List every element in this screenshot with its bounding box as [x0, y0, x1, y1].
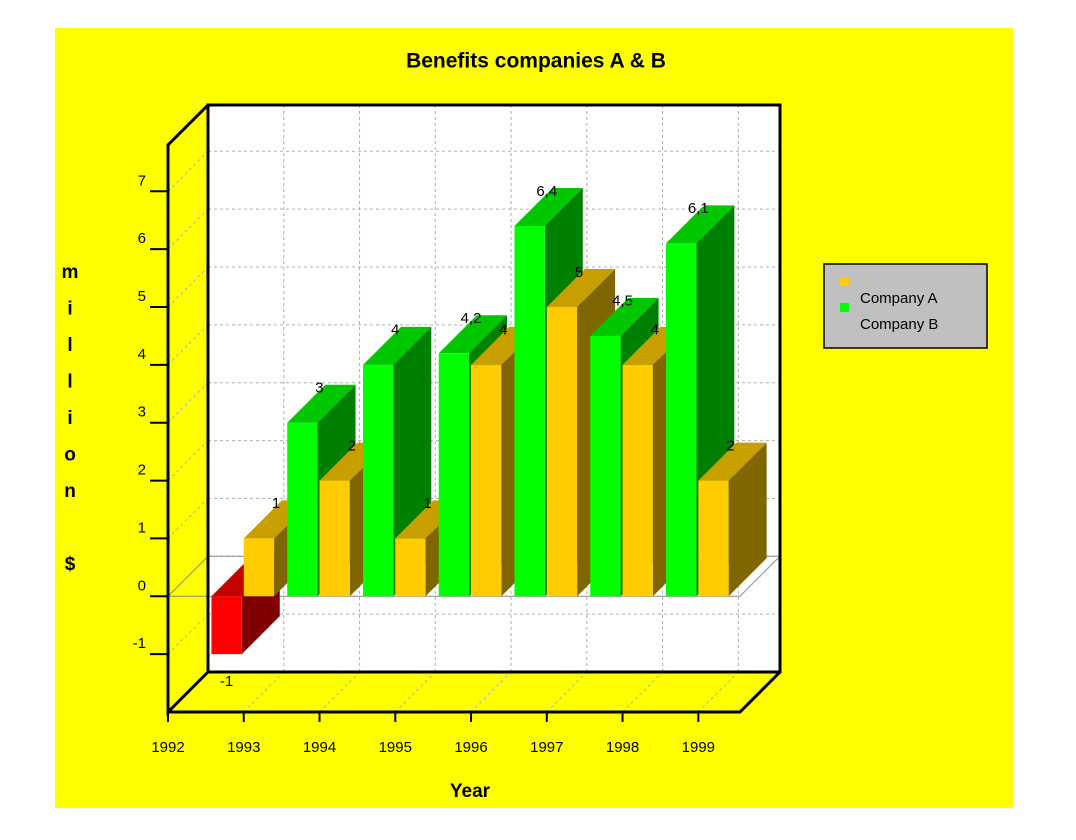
y-tick-label: 1: [138, 519, 146, 536]
y-tick-label: 0: [138, 577, 146, 594]
bar-front: [698, 480, 729, 597]
y-tick-label: 2: [138, 462, 146, 479]
bar-front: [287, 422, 318, 597]
bar-front: [590, 335, 621, 597]
x-tick-label: 1992: [151, 739, 184, 756]
bar-side: [728, 442, 767, 597]
floor-frame: [168, 670, 782, 714]
legend-box: [823, 263, 988, 349]
y-tick-label: 7: [138, 172, 146, 189]
bar-front: [514, 226, 545, 597]
legend-swatch: [840, 277, 849, 286]
x-tick-label: 1998: [606, 739, 639, 756]
bar-top: [546, 269, 616, 307]
data-label: 4: [391, 322, 399, 339]
data-label: 6,1: [688, 200, 709, 217]
data-label: 5: [575, 264, 583, 281]
bar-top: [698, 442, 767, 481]
y-tick-label: 5: [138, 288, 146, 305]
x-tick-label: 1995: [379, 739, 412, 756]
bar-front: [395, 538, 426, 597]
bar-top: [362, 326, 432, 365]
bar-front: [666, 243, 697, 597]
y-tick-label: -1: [133, 635, 146, 652]
x-tick-label: 1993: [227, 739, 260, 756]
bar-front: [438, 353, 470, 597]
legend-label: Company A: [860, 290, 938, 307]
back-frame: [206, 103, 782, 674]
y-tick-label: 3: [138, 404, 146, 421]
data-label: 2: [726, 437, 734, 454]
floor: [168, 672, 780, 712]
x-axis-title: Year: [450, 781, 491, 802]
bar-top: [438, 315, 508, 354]
left-frame: [166, 103, 210, 716]
x-tick-label: 1997: [530, 739, 563, 756]
data-label: 4,5: [612, 293, 633, 310]
data-label: 4,2: [461, 310, 482, 327]
bar-top: [514, 188, 583, 226]
data-label: 3: [315, 379, 323, 396]
bar-top: [287, 384, 356, 423]
bar-front: [243, 538, 275, 597]
bar: [698, 442, 767, 597]
bar-top: [590, 297, 659, 336]
legend-label: Company B: [860, 316, 938, 333]
bar-front: [211, 596, 242, 655]
bar-top: [666, 205, 735, 244]
y-tick-label: 4: [138, 346, 146, 363]
legend-swatch: [840, 303, 849, 312]
bar-front: [362, 364, 394, 597]
left-wall: [168, 105, 208, 712]
data-label: 1: [423, 495, 431, 512]
chart-title: Benefits companies A & B: [406, 50, 666, 73]
data-label: -1: [220, 673, 233, 690]
data-label: 4: [651, 322, 659, 339]
data-label: 4: [499, 322, 507, 339]
bar-front: [622, 364, 653, 597]
bar-front: [471, 364, 502, 597]
x-tick-label: 1999: [682, 739, 715, 756]
x-tick-label: 1994: [303, 739, 336, 756]
data-label: 1: [272, 495, 280, 512]
data-label: 2: [348, 437, 356, 454]
x-tick-label: 1996: [454, 739, 487, 756]
data-label: 6,4: [536, 183, 557, 200]
y-tick-label: 6: [138, 230, 146, 247]
bar-front: [546, 307, 578, 597]
bar-front: [319, 480, 350, 597]
